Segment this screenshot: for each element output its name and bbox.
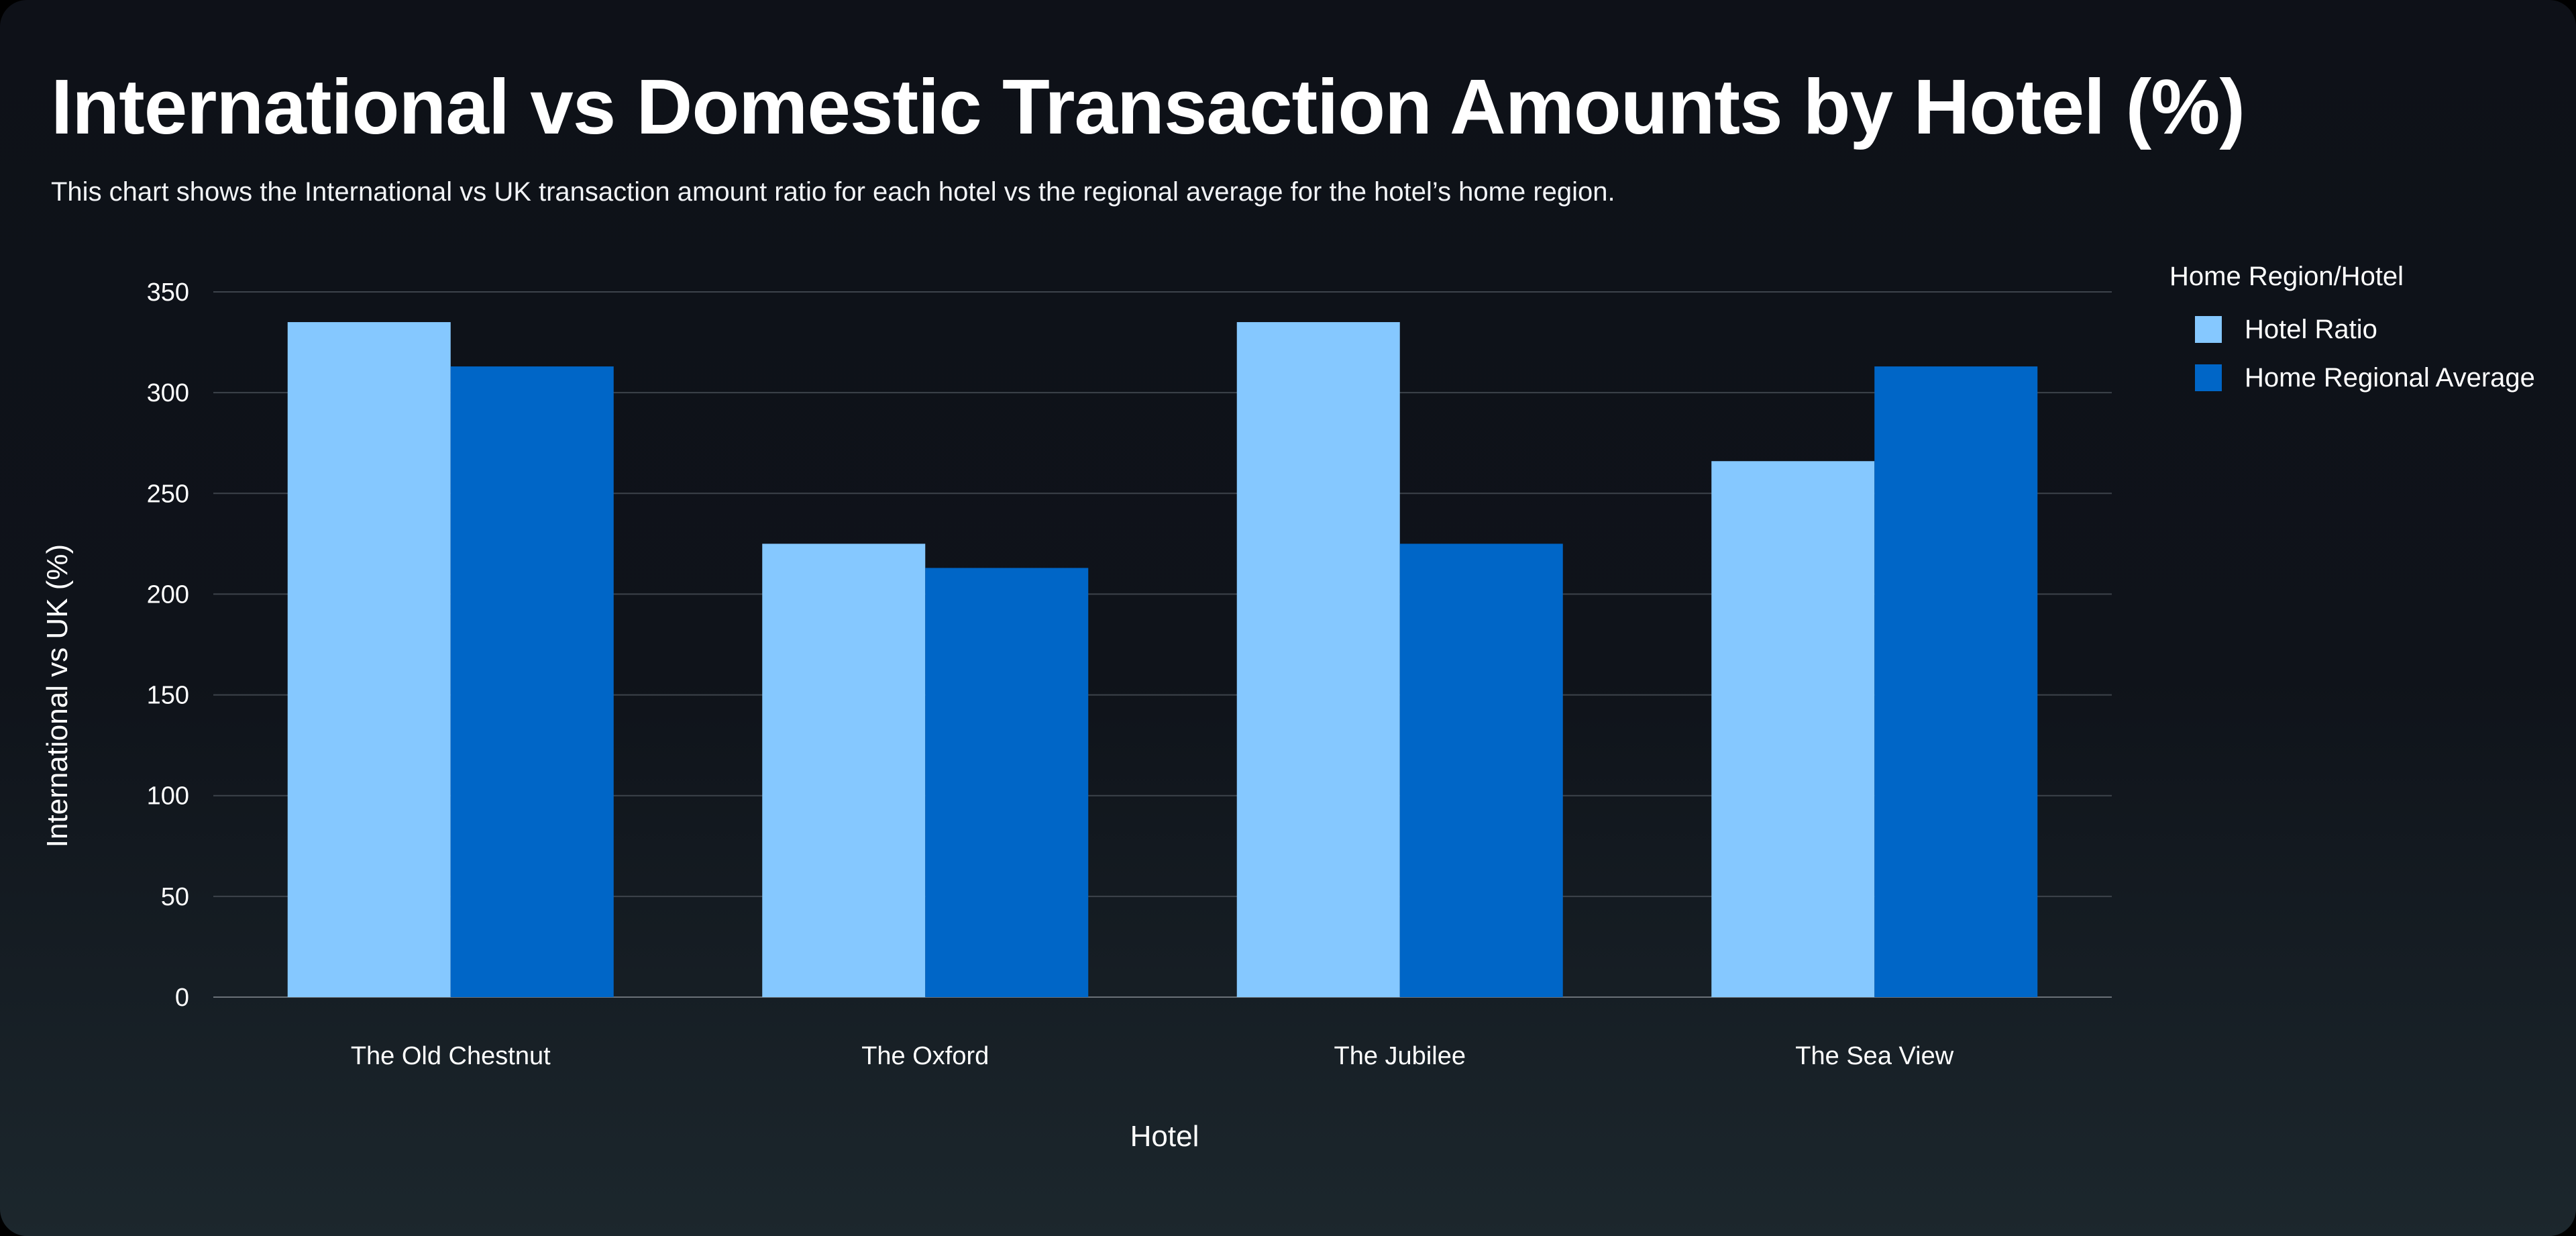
bar-hotel-ratio-the-old-chestnut[interactable] (287, 322, 451, 997)
bar-home-regional-average-the-oxford[interactable] (925, 568, 1089, 997)
chart-title: International vs Domestic Transaction Am… (51, 63, 2245, 150)
y-tick-label: 200 (147, 580, 189, 609)
legend-item-hotel-ratio[interactable]: Hotel Ratio (2195, 315, 2535, 344)
bar-home-regional-average-the-sea-view[interactable] (1874, 366, 2038, 997)
legend-label: Hotel Ratio (2245, 314, 2377, 344)
y-tick-label: 50 (161, 883, 189, 911)
x-tick-label: The Jubilee (1334, 1042, 1466, 1070)
bar-home-regional-average-the-jubilee[interactable] (1399, 544, 1563, 997)
legend-swatch-hotel-ratio (2195, 316, 2222, 343)
x-tick-label: The Old Chestnut (351, 1042, 551, 1070)
x-axis-ticks: The Old Chestnut The Oxford The Jubilee The… (351, 1042, 1954, 1070)
bar-hotel-ratio-the-jubilee[interactable] (1236, 322, 1400, 997)
bar-hotel-ratio-the-oxford[interactable] (762, 544, 926, 997)
y-tick-label: 150 (147, 682, 189, 710)
legend: Home Region/Hotel Hotel Ratio Home Regio… (2169, 262, 2535, 411)
x-axis-label: Hotel (1130, 1120, 1199, 1153)
bars (287, 322, 2038, 997)
legend-swatch-home-regional-average (2195, 364, 2222, 391)
legend-label: Home Regional Average (2245, 362, 2535, 393)
y-tick-label: 250 (147, 480, 189, 508)
bar-hotel-ratio-the-sea-view[interactable] (1711, 461, 1875, 997)
chart-subtitle: This chart shows the International vs UK… (51, 177, 1615, 207)
legend-title: Home Region/Hotel (2169, 262, 2404, 291)
y-tick-label: 100 (147, 782, 189, 811)
x-tick-label: The Oxford (861, 1042, 989, 1070)
x-tick-label: The Sea View (1795, 1042, 1953, 1070)
y-tick-label: 350 (147, 278, 189, 307)
legend-item-home-regional-average[interactable]: Home Regional Average (2195, 363, 2535, 393)
y-axis-ticks: 0 50 100 150 200 250 300 350 (147, 278, 189, 1012)
y-tick-label: 300 (147, 379, 189, 407)
bar-home-regional-average-the-old-chestnut[interactable] (450, 366, 614, 997)
y-axis-label: International vs UK (%) (41, 544, 74, 847)
y-tick-label: 0 (175, 984, 189, 1012)
